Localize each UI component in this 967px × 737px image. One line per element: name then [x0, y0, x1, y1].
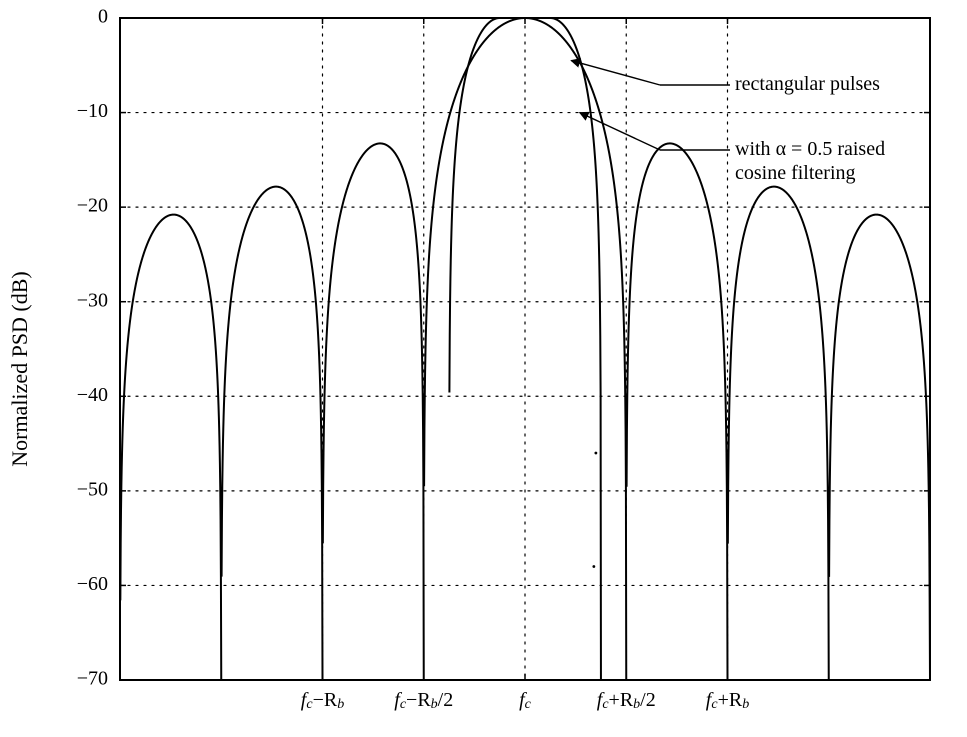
svg-text:fc+Rb: fc+Rb — [706, 689, 749, 713]
svg-text:fc−Rb: fc−Rb — [301, 689, 344, 713]
svg-text:−10: −10 — [77, 100, 108, 122]
svg-text:−40: −40 — [77, 384, 108, 406]
psd-chart: Normalized PSD (dB) 0 −10 −20 −30 −40 −50 −60 −… — [0, 0, 967, 737]
svg-text:−30: −30 — [77, 289, 108, 311]
svg-text:−20: −20 — [77, 195, 108, 217]
svg-text:fc: fc — [519, 689, 532, 713]
svg-text:fc−Rb/2: fc−Rb/2 — [394, 689, 453, 713]
svg-text:−60: −60 — [77, 573, 108, 595]
svg-text:−70: −70 — [77, 668, 108, 690]
svg-text:0: 0 — [98, 6, 108, 28]
y-axis-label: Normalized PSD (dB) — [7, 271, 33, 467]
svg-text:rectangular pulses: rectangular pulses — [735, 73, 880, 95]
svg-text:−50: −50 — [77, 478, 108, 500]
plot-area: 0 −10 −20 −30 −40 −50 −60 −70 fc−Rb fc−Rb/2 fc fc+R… — [0, 0, 967, 737]
svg-text:fc+Rb/2: fc+Rb/2 — [597, 689, 656, 713]
